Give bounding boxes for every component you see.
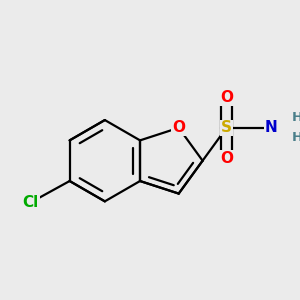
Text: O: O [220, 90, 233, 105]
Text: O: O [172, 120, 185, 135]
Text: H: H [292, 111, 300, 124]
Text: Cl: Cl [22, 195, 39, 210]
Text: O: O [220, 151, 233, 166]
Text: S: S [221, 120, 232, 135]
Text: N: N [265, 120, 278, 135]
Text: H: H [292, 131, 300, 145]
